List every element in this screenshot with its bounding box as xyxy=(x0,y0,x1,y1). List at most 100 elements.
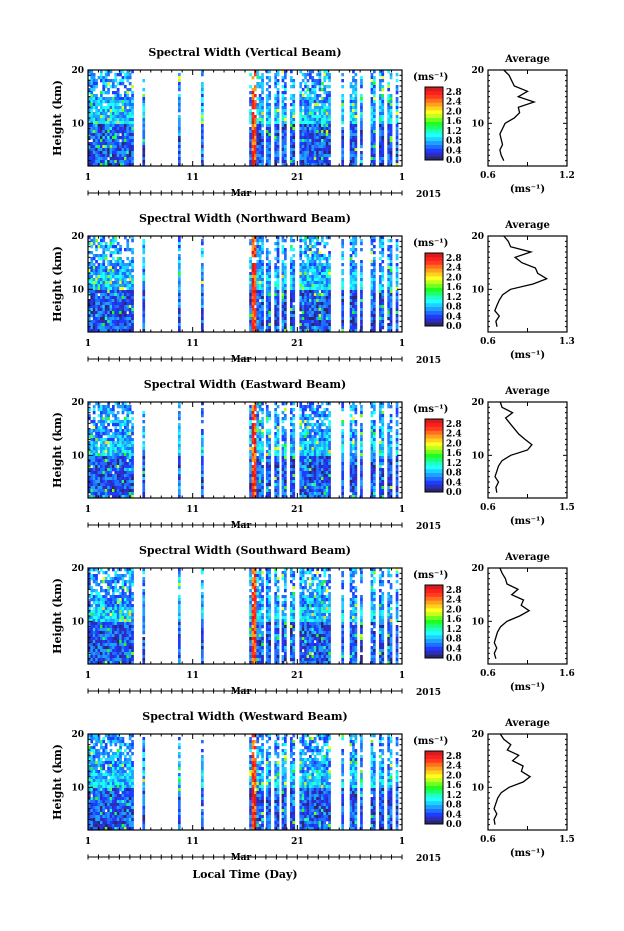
heatmap-cell xyxy=(102,130,106,134)
heatmap-cell xyxy=(126,148,130,152)
heatmap-cell xyxy=(261,314,264,318)
heatmap-cell xyxy=(249,465,252,469)
heatmap-cell xyxy=(352,118,355,122)
heatmap-cell xyxy=(251,329,255,333)
heatmap-cell xyxy=(249,91,252,95)
heatmap-cell xyxy=(112,139,115,143)
heatmap-cell xyxy=(114,76,118,80)
heatmap-cell xyxy=(104,459,108,463)
heatmap-cell xyxy=(360,290,363,294)
heatmap-cell xyxy=(299,302,303,306)
heatmap-cell xyxy=(102,272,106,276)
heatmap-cell xyxy=(304,462,307,466)
heatmap-cell xyxy=(306,317,310,321)
heatmap-cell xyxy=(112,323,115,327)
heatmap-cell xyxy=(119,426,122,430)
heatmap-cell xyxy=(328,145,331,149)
heatmap-cell xyxy=(201,311,204,315)
heatmap-cell xyxy=(126,121,130,125)
heatmap-cell xyxy=(290,136,293,140)
heatmap-cell xyxy=(387,157,390,161)
heatmap-cell xyxy=(258,139,262,143)
heatmap-cell xyxy=(301,480,305,484)
heatmap-cell xyxy=(381,260,385,264)
heatmap xyxy=(88,236,399,333)
heatmap-cell xyxy=(126,486,130,490)
heatmap-cell xyxy=(323,100,327,104)
heatmap-cell xyxy=(316,163,319,167)
heatmap-cell xyxy=(306,480,310,484)
heatmap-cell xyxy=(121,272,125,276)
heatmap-cell xyxy=(88,323,91,327)
heatmap-cell xyxy=(119,305,122,309)
heatmap-cell xyxy=(178,438,181,442)
heatmap-cell xyxy=(395,103,399,107)
heatmap-cell xyxy=(112,290,115,294)
heatmap-cell xyxy=(292,278,296,282)
heatmap-cell xyxy=(292,465,296,469)
heatmap-cell xyxy=(389,320,393,324)
heatmap-cell xyxy=(354,94,358,98)
heatmap-cell xyxy=(395,293,399,297)
heatmap-cell xyxy=(268,118,271,122)
heatmap-cell xyxy=(95,142,98,146)
heatmap-cell xyxy=(265,414,269,418)
heatmap-cell xyxy=(299,438,303,442)
heatmap-cell xyxy=(389,257,393,261)
heatmap-cell xyxy=(323,130,327,134)
heatmap-cell xyxy=(281,492,285,496)
heatmap-cell xyxy=(112,435,115,439)
heatmap-cell xyxy=(251,148,255,152)
heatmap-cell xyxy=(281,275,285,279)
heatmap-cell xyxy=(276,414,280,418)
heatmap-cell xyxy=(304,483,307,487)
heatmap-cell xyxy=(276,97,280,101)
heatmap-cell xyxy=(306,444,310,448)
heatmap-cell xyxy=(281,281,285,285)
heatmap-cell xyxy=(354,88,358,92)
heatmap-cell xyxy=(328,139,331,143)
heatmap-cell xyxy=(102,441,106,445)
heatmap-cell xyxy=(102,329,106,333)
heatmap-cell xyxy=(381,287,385,291)
heatmap-cell xyxy=(349,239,353,243)
heatmap-cell xyxy=(261,88,264,92)
heatmap-cell xyxy=(276,73,280,77)
heatmap-cell xyxy=(325,97,329,101)
heatmap-cell xyxy=(304,254,307,258)
heatmap-cell xyxy=(119,489,122,493)
heatmap-cell xyxy=(292,489,296,493)
heatmap-cell xyxy=(276,269,280,273)
heatmap-cell xyxy=(119,444,122,448)
heatmap-cell xyxy=(373,257,376,261)
heatmap-cell xyxy=(251,269,255,273)
heatmap-cell xyxy=(258,480,262,484)
heatmap-cell xyxy=(109,115,113,119)
heatmap-cell xyxy=(292,115,296,119)
heatmap-cell xyxy=(370,148,374,152)
heatmap-cell xyxy=(306,278,310,282)
heatmap-cell xyxy=(131,438,134,442)
heatmap-cell xyxy=(352,284,355,288)
heatmap-cell xyxy=(102,474,106,478)
heatmap-cell xyxy=(352,281,355,285)
heatmap-cell xyxy=(276,320,280,324)
heatmap-cell xyxy=(306,136,310,140)
heatmap-cell xyxy=(318,133,322,137)
heatmap-cell xyxy=(311,314,315,318)
heatmap-cell xyxy=(274,480,277,484)
heatmap-cell xyxy=(95,426,98,430)
heatmap-cell xyxy=(309,329,312,333)
heatmap-cell xyxy=(254,423,257,427)
heatmap-cell xyxy=(265,284,269,288)
heatmap-cell xyxy=(95,272,98,276)
heatmap xyxy=(88,402,399,499)
heatmap-cell xyxy=(387,311,390,315)
heatmap-cell xyxy=(100,151,103,155)
heatmap-cell xyxy=(126,320,130,324)
heatmap-cell xyxy=(112,287,115,291)
heatmap-cell xyxy=(100,118,103,122)
heatmap-cell xyxy=(268,97,271,101)
heatmap-cell xyxy=(97,311,101,315)
heatmap-cell xyxy=(92,242,96,246)
